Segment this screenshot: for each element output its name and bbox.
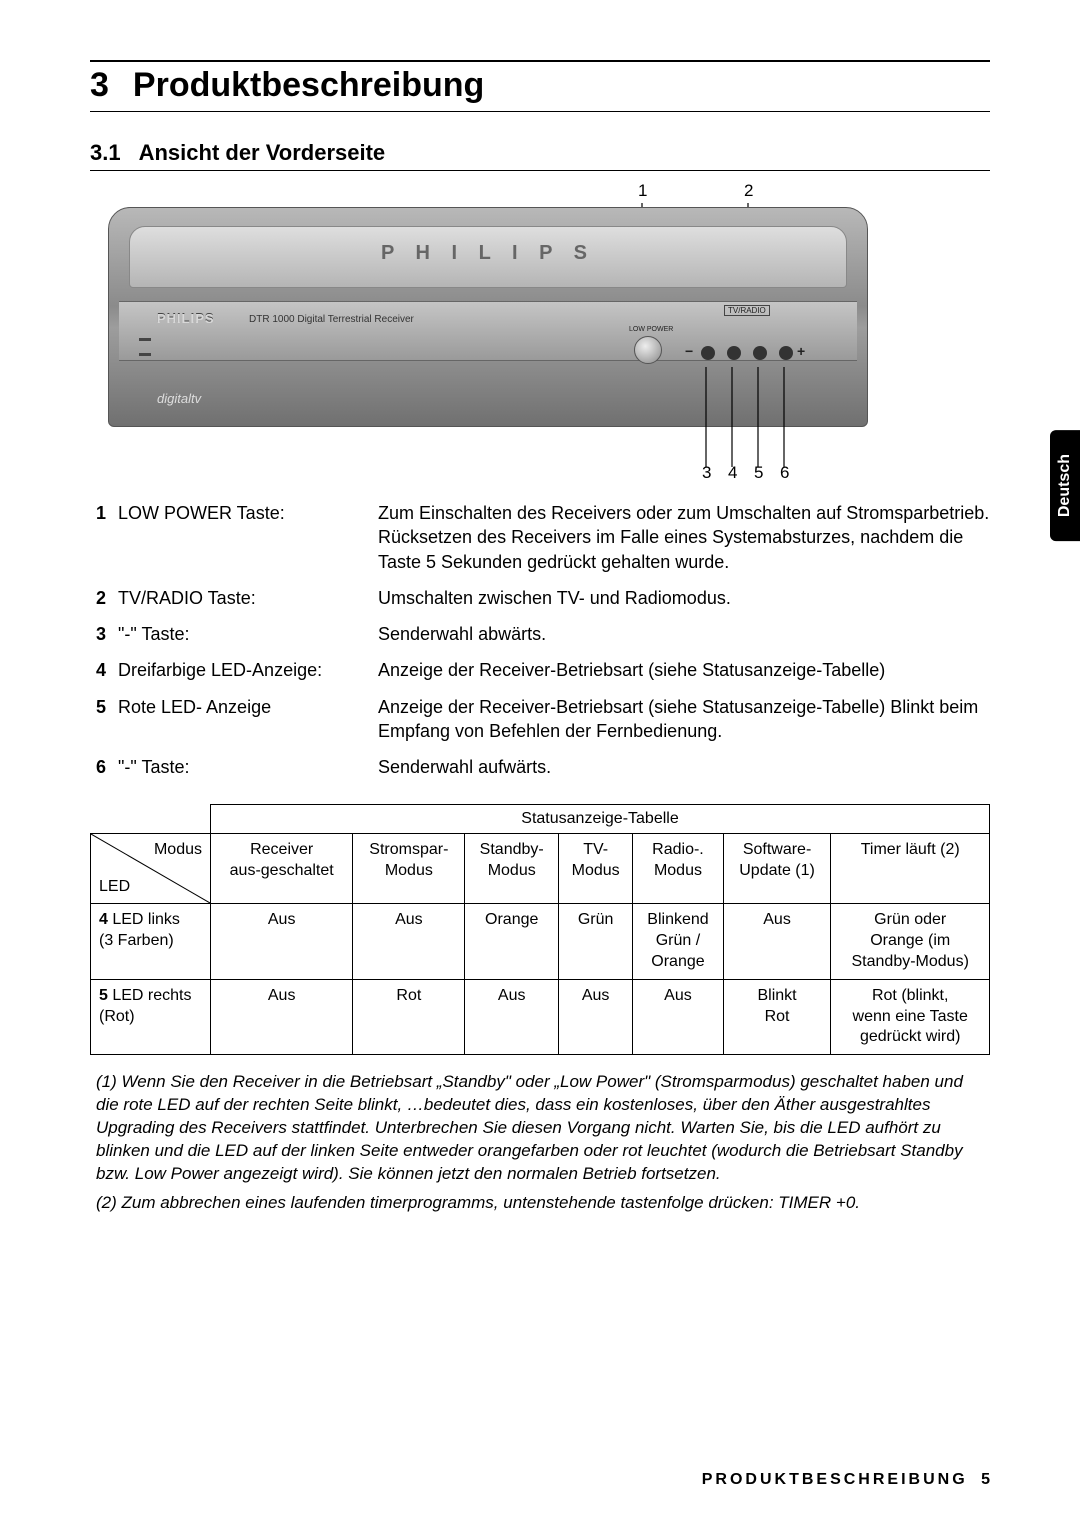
status-table: Statusanzeige-Tabelle Modus LED Receiver… — [90, 804, 990, 1056]
table-cell: Aus — [465, 979, 559, 1054]
led-right-icon — [753, 346, 767, 360]
section-heading: 3.1 Ansicht der Vorderseite — [90, 140, 990, 171]
led-left-icon — [727, 346, 741, 360]
table-cell: BlinktRot — [723, 979, 831, 1054]
callout-2: 2 — [744, 181, 753, 201]
column-header: Standby-Modus — [465, 834, 559, 904]
item-label: TV/RADIO Taste: — [118, 586, 378, 610]
feature-item: 5Rote LED- AnzeigeAnzeige der Receiver-B… — [96, 695, 990, 744]
digitaltv-logo: digitaltv — [157, 391, 201, 406]
table-cell: Grün oderOrange (imStandby-Modus) — [831, 904, 990, 979]
footnote: (1) Wenn Sie den Receiver in die Betrieb… — [96, 1071, 984, 1186]
callout-4: 4 — [728, 463, 737, 483]
item-number: 3 — [96, 622, 118, 646]
vent-slot-icon — [139, 353, 151, 356]
table-title: Statusanzeige-Tabelle — [211, 804, 990, 834]
item-label: "-" Taste: — [118, 755, 378, 779]
column-header: TV-Modus — [559, 834, 633, 904]
item-number: 6 — [96, 755, 118, 779]
feature-list: 1LOW POWER Taste:Zum Einschalten des Rec… — [96, 501, 990, 780]
table-cell: Orange — [465, 904, 559, 979]
chapter-number: 3 — [90, 66, 109, 105]
power-label: LOW POWER — [629, 326, 673, 333]
brand-logo-small: PHILIPS — [157, 311, 215, 326]
table-cell: Grün — [559, 904, 633, 979]
footnote: (2) Zum abbrechen eines laufenden timerp… — [96, 1192, 984, 1215]
item-number: 4 — [96, 658, 118, 682]
column-header: Radio-.Modus — [633, 834, 723, 904]
brand-logo-top: P H I L I P S — [109, 242, 867, 265]
feature-item: 3"-" Taste:Senderwahl abwärts. — [96, 622, 990, 646]
item-number: 2 — [96, 586, 118, 610]
item-label: Dreifarbige LED-Anzeige: — [118, 658, 378, 682]
device-illustration: P H I L I P S PHILIPS DTR 1000 Digital T… — [108, 207, 868, 427]
table-cell: Aus — [559, 979, 633, 1054]
footer-label: PRODUKTBESCHREIBUNG — [702, 1471, 968, 1488]
table-cell: BlinkendGrün /Orange — [633, 904, 723, 979]
header-led: LED — [99, 877, 130, 898]
language-tab: Deutsch — [1050, 430, 1080, 541]
column-header: Software-Update (1) — [723, 834, 831, 904]
feature-item: 2TV/RADIO Taste:Umschalten zwischen TV- … — [96, 586, 990, 610]
section-number: 3.1 — [90, 140, 121, 166]
page-number: 5 — [981, 1471, 990, 1488]
vent-slot-icon — [139, 338, 151, 341]
table-cell: Rot — [353, 979, 465, 1054]
item-number: 5 — [96, 695, 118, 744]
table-row: 4 LED links (3 Farben)AusAusOrangeGrünBl… — [91, 904, 990, 979]
feature-item: 1LOW POWER Taste:Zum Einschalten des Rec… — [96, 501, 990, 574]
column-header: Stromspar-Modus — [353, 834, 465, 904]
page-footer: PRODUKTBESCHREIBUNG 5 — [702, 1471, 990, 1489]
item-description: Zum Einschalten des Receivers oder zum U… — [378, 501, 990, 574]
callout-5: 5 — [754, 463, 763, 483]
feature-item: 6"-" Taste:Senderwahl aufwärts. — [96, 755, 990, 779]
item-number: 1 — [96, 501, 118, 574]
tvradio-label: TV/RADIO — [724, 305, 770, 316]
callout-3: 3 — [702, 463, 711, 483]
column-header: Receiveraus-geschaltet — [211, 834, 353, 904]
item-description: Senderwahl abwärts. — [378, 622, 990, 646]
plus-sign: + — [797, 343, 805, 359]
item-description: Umschalten zwischen TV- und Radiomodus. — [378, 586, 990, 610]
minus-button-icon — [701, 346, 715, 360]
table-cell: Aus — [211, 904, 353, 979]
table-cell: Aus — [211, 979, 353, 1054]
item-description: Anzeige der Receiver-Betriebsart (siehe … — [378, 695, 990, 744]
chapter-heading: 3 Produktbeschreibung — [90, 60, 990, 112]
table-cell: Aus — [633, 979, 723, 1054]
power-button-icon — [634, 336, 662, 364]
model-text: DTR 1000 Digital Terrestrial Receiver — [249, 314, 414, 325]
item-description: Anzeige der Receiver-Betriebsart (siehe … — [378, 658, 990, 682]
item-description: Senderwahl aufwärts. — [378, 755, 990, 779]
item-label: Rote LED- Anzeige — [118, 695, 378, 744]
table-cell: Aus — [353, 904, 465, 979]
header-modus: Modus — [154, 840, 202, 861]
plus-button-icon — [779, 346, 793, 360]
table-cell: Rot (blinkt,wenn eine Tastegedrückt wird… — [831, 979, 990, 1054]
diagonal-header: Modus LED — [91, 834, 211, 904]
chapter-title: Produktbeschreibung — [133, 66, 484, 105]
device-figure: 1 2 P H I L I P S PHILIPS DTR 1000 Digit… — [108, 181, 868, 483]
row-label: 5 LED rechts (Rot) — [91, 979, 211, 1054]
feature-item: 4Dreifarbige LED-Anzeige:Anzeige der Rec… — [96, 658, 990, 682]
row-label: 4 LED links (3 Farben) — [91, 904, 211, 979]
callout-6: 6 — [780, 463, 789, 483]
item-label: "-" Taste: — [118, 622, 378, 646]
section-title: Ansicht der Vorderseite — [139, 140, 386, 166]
column-header: Timer läuft (2) — [831, 834, 990, 904]
callout-1: 1 — [638, 181, 647, 201]
table-row: 5 LED rechts (Rot)AusRotAusAusAusBlinktR… — [91, 979, 990, 1054]
minus-sign: − — [685, 343, 693, 359]
footnotes: (1) Wenn Sie den Receiver in die Betrieb… — [96, 1071, 984, 1215]
item-label: LOW POWER Taste: — [118, 501, 378, 574]
table-cell: Aus — [723, 904, 831, 979]
